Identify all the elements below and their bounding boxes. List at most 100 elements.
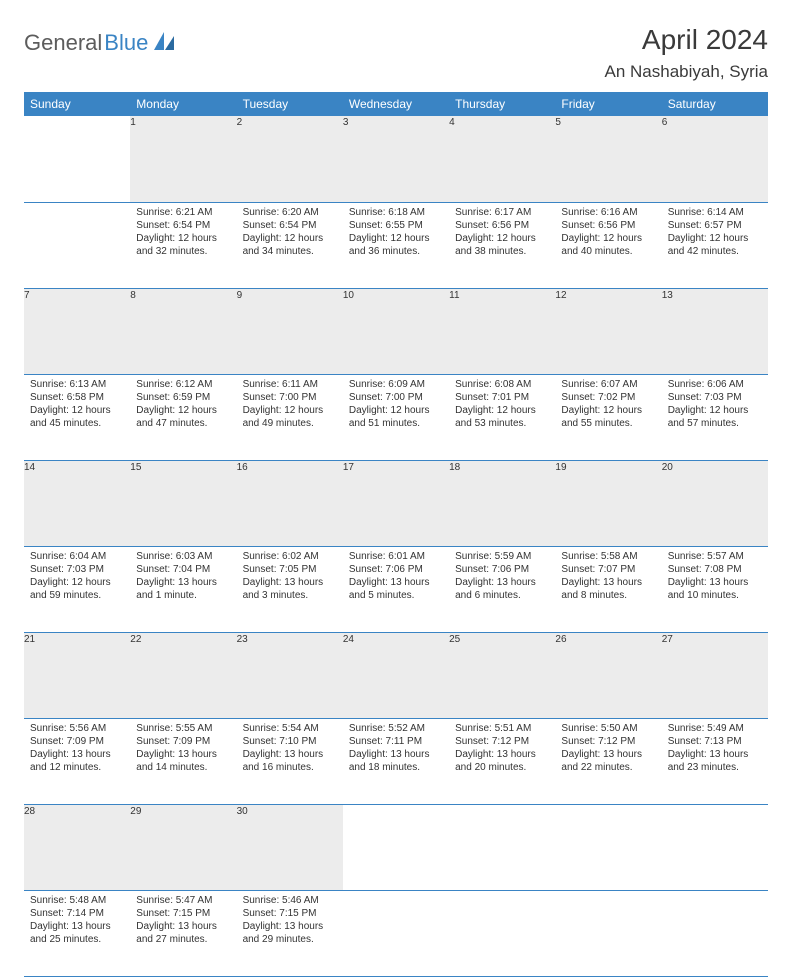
day-cell [662,890,768,976]
day-number-cell: 15 [130,460,236,546]
day-cell: Sunrise: 6:17 AMSunset: 6:56 PMDaylight:… [449,202,555,288]
daylight-line: Daylight: 12 hours [243,404,337,417]
sunrise-line: Sunrise: 6:03 AM [136,550,230,563]
daylight-line: Daylight: 13 hours [349,576,443,589]
day-number-cell: 28 [24,804,130,890]
daylight-line: Daylight: 13 hours [349,748,443,761]
daynum-row: 21222324252627 [24,632,768,718]
sunrise-line: Sunrise: 5:55 AM [136,722,230,735]
location: An Nashabiyah, Syria [605,62,768,82]
logo: GeneralBlue [24,24,176,56]
day-number-cell: 8 [130,288,236,374]
daylight-line: Daylight: 12 hours [561,404,655,417]
month-title: April 2024 [605,24,768,56]
day-cell: Sunrise: 6:04 AMSunset: 7:03 PMDaylight:… [24,546,130,632]
sunrise-line: Sunrise: 6:21 AM [136,206,230,219]
daylight-line: Daylight: 13 hours [136,748,230,761]
day-number-cell [343,804,449,890]
sunrise-line: Sunrise: 6:01 AM [349,550,443,563]
day-cell [449,890,555,976]
daynum-row: 282930 [24,804,768,890]
day-number-cell: 30 [237,804,343,890]
day-number-cell: 26 [555,632,661,718]
daylight-line: and 16 minutes. [243,761,337,774]
daylight-line: Daylight: 13 hours [455,748,549,761]
sunrise-line: Sunrise: 6:18 AM [349,206,443,219]
daylight-line: Daylight: 12 hours [349,404,443,417]
sunrise-line: Sunrise: 6:16 AM [561,206,655,219]
day-cell: Sunrise: 6:20 AMSunset: 6:54 PMDaylight:… [237,202,343,288]
daynum-row: 14151617181920 [24,460,768,546]
sunrise-line: Sunrise: 6:13 AM [30,378,124,391]
weekday-header: Tuesday [237,92,343,116]
day-number-cell: 10 [343,288,449,374]
day-cell [555,890,661,976]
sunset-line: Sunset: 7:06 PM [455,563,549,576]
day-number-cell: 13 [662,288,768,374]
day-number-cell: 5 [555,116,661,202]
day-cell: Sunrise: 6:09 AMSunset: 7:00 PMDaylight:… [343,374,449,460]
sunrise-line: Sunrise: 5:54 AM [243,722,337,735]
day-number-cell: 7 [24,288,130,374]
day-cell: Sunrise: 5:48 AMSunset: 7:14 PMDaylight:… [24,890,130,976]
daylight-line: Daylight: 13 hours [243,920,337,933]
sunrise-line: Sunrise: 5:46 AM [243,894,337,907]
daylight-line: and 51 minutes. [349,417,443,430]
logo-sail-icon [154,30,176,56]
week-row: Sunrise: 6:13 AMSunset: 6:58 PMDaylight:… [24,374,768,460]
day-cell: Sunrise: 6:08 AMSunset: 7:01 PMDaylight:… [449,374,555,460]
logo-text-2: Blue [104,30,148,56]
sunrise-line: Sunrise: 5:56 AM [30,722,124,735]
sunrise-line: Sunrise: 6:14 AM [668,206,762,219]
daylight-line: Daylight: 13 hours [561,748,655,761]
daylight-line: and 40 minutes. [561,245,655,258]
day-cell: Sunrise: 5:57 AMSunset: 7:08 PMDaylight:… [662,546,768,632]
day-cell: Sunrise: 6:01 AMSunset: 7:06 PMDaylight:… [343,546,449,632]
daylight-line: and 27 minutes. [136,933,230,946]
daylight-line: and 34 minutes. [243,245,337,258]
weekday-header: Saturday [662,92,768,116]
sunset-line: Sunset: 7:11 PM [349,735,443,748]
day-cell: Sunrise: 5:49 AMSunset: 7:13 PMDaylight:… [662,718,768,804]
daylight-line: and 6 minutes. [455,589,549,602]
calendar-table: SundayMondayTuesdayWednesdayThursdayFrid… [24,92,768,977]
daylight-line: and 5 minutes. [349,589,443,602]
daylight-line: and 12 minutes. [30,761,124,774]
day-cell: Sunrise: 5:56 AMSunset: 7:09 PMDaylight:… [24,718,130,804]
daylight-line: and 25 minutes. [30,933,124,946]
sunset-line: Sunset: 7:14 PM [30,907,124,920]
daylight-line: and 42 minutes. [668,245,762,258]
sunrise-line: Sunrise: 6:11 AM [243,378,337,391]
daylight-line: and 45 minutes. [30,417,124,430]
sunset-line: Sunset: 7:07 PM [561,563,655,576]
sunset-line: Sunset: 7:13 PM [668,735,762,748]
daylight-line: Daylight: 12 hours [561,232,655,245]
daylight-line: and 23 minutes. [668,761,762,774]
day-cell: Sunrise: 6:18 AMSunset: 6:55 PMDaylight:… [343,202,449,288]
day-cell: Sunrise: 6:14 AMSunset: 6:57 PMDaylight:… [662,202,768,288]
day-cell: Sunrise: 6:07 AMSunset: 7:02 PMDaylight:… [555,374,661,460]
daylight-line: and 38 minutes. [455,245,549,258]
sunset-line: Sunset: 7:03 PM [30,563,124,576]
header: GeneralBlue April 2024 An Nashabiyah, Sy… [24,24,768,82]
sunset-line: Sunset: 6:54 PM [136,219,230,232]
day-cell: Sunrise: 6:02 AMSunset: 7:05 PMDaylight:… [237,546,343,632]
sunrise-line: Sunrise: 5:58 AM [561,550,655,563]
daynum-row: 123456 [24,116,768,202]
day-cell: Sunrise: 5:51 AMSunset: 7:12 PMDaylight:… [449,718,555,804]
day-number-cell: 20 [662,460,768,546]
day-cell [24,202,130,288]
daylight-line: and 10 minutes. [668,589,762,602]
day-number-cell: 17 [343,460,449,546]
daylight-line: Daylight: 12 hours [136,404,230,417]
weekday-header: Thursday [449,92,555,116]
sunset-line: Sunset: 7:06 PM [349,563,443,576]
weekday-header-row: SundayMondayTuesdayWednesdayThursdayFrid… [24,92,768,116]
daylight-line: Daylight: 12 hours [349,232,443,245]
day-cell: Sunrise: 5:55 AMSunset: 7:09 PMDaylight:… [130,718,236,804]
daylight-line: and 57 minutes. [668,417,762,430]
daylight-line: and 47 minutes. [136,417,230,430]
day-number-cell [662,804,768,890]
sunset-line: Sunset: 6:56 PM [455,219,549,232]
sunset-line: Sunset: 7:09 PM [30,735,124,748]
